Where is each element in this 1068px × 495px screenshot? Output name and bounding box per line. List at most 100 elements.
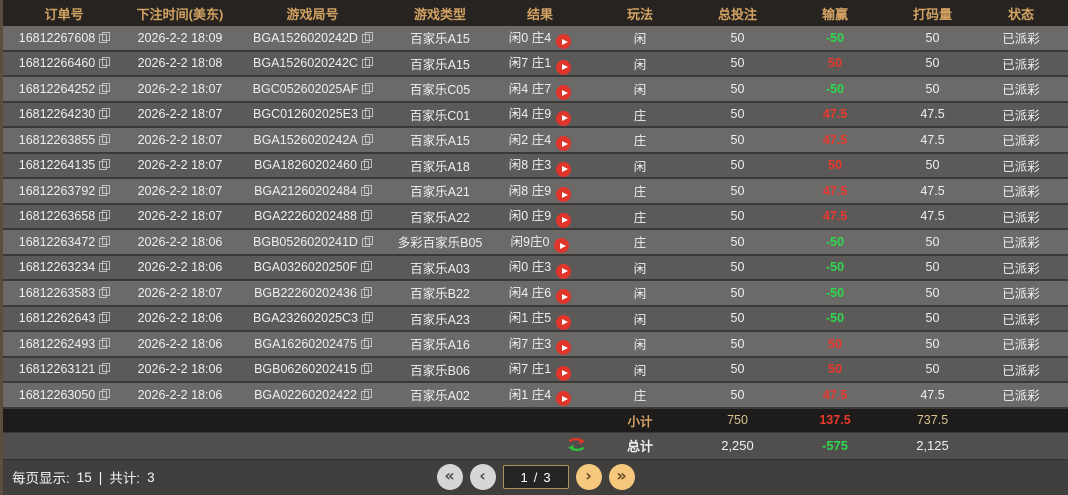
play-icon[interactable]: [556, 85, 572, 100]
copy-icon[interactable]: [361, 312, 373, 324]
play-icon[interactable]: [556, 110, 572, 126]
status-cell: 已派彩: [980, 105, 1062, 124]
table-row: 16812263472 2026-2-2 18:06 BGB0526020241…: [3, 230, 1068, 256]
order-id: 16812266460: [18, 56, 96, 71]
copy-icon[interactable]: [99, 363, 111, 375]
copy-icon[interactable]: [360, 184, 372, 196]
copy-icon[interactable]: [360, 159, 372, 171]
result-score: 闲7 庄1: [508, 56, 552, 70]
play-icon[interactable]: [556, 34, 572, 49]
play-cell: 闲: [590, 283, 690, 302]
play-icon[interactable]: [556, 289, 572, 304]
play-icon[interactable]: [556, 340, 572, 355]
game-type-cell: 百家乐A18: [390, 156, 490, 175]
win-loss: 47.5: [822, 132, 848, 147]
copy-icon[interactable]: [361, 57, 373, 69]
copy-icon[interactable]: [99, 210, 111, 222]
copy-icon[interactable]: [360, 337, 372, 349]
copy-icon[interactable]: [99, 31, 111, 43]
play-cell: 闲: [590, 309, 690, 328]
copy-icon[interactable]: [360, 286, 372, 298]
copy-icon[interactable]: [361, 31, 373, 43]
subtotal-total-bet: 750: [727, 413, 748, 427]
bet-time: 2026-2-2 18:06: [137, 234, 223, 249]
play-icon[interactable]: [556, 263, 572, 279]
play-cell: 闲: [590, 156, 690, 175]
play-icon[interactable]: [556, 365, 572, 381]
order-id-cell: 16812267608: [3, 31, 125, 45]
play-icon[interactable]: [556, 212, 572, 228]
game-type-cell: 百家乐C01: [390, 105, 490, 124]
copy-icon[interactable]: [361, 261, 373, 273]
result-score: 闲4 庄6: [508, 285, 552, 300]
game-round-cell: BGB22260202436: [235, 286, 390, 300]
copy-icon[interactable]: [360, 363, 372, 375]
bet-time: 2026-2-2 18:06: [137, 311, 223, 326]
turnover: 50: [925, 56, 940, 71]
play-icon[interactable]: [554, 238, 570, 253]
game-round-id: BGB0526020241D: [253, 234, 358, 249]
copy-icon[interactable]: [360, 388, 372, 400]
total-bet: 50: [730, 158, 745, 173]
win-loss-cell: -50: [785, 235, 885, 249]
copy-icon[interactable]: [99, 286, 111, 298]
play-icon[interactable]: [556, 161, 572, 177]
play-icon[interactable]: [556, 314, 572, 330]
copy-icon[interactable]: [99, 133, 111, 145]
copy-icon[interactable]: [99, 57, 111, 69]
page-indicator[interactable]: 1 / 3: [502, 465, 569, 490]
column-header-game-type: 游戏类型: [413, 6, 466, 22]
game-type: 百家乐A15: [410, 57, 470, 72]
status-badge: 已派彩: [1002, 134, 1040, 149]
turnover: 50: [925, 30, 940, 45]
column-header-game-round: 游戏局号: [286, 6, 339, 22]
prev-page-button[interactable]: ‹: [469, 464, 496, 491]
copy-icon[interactable]: [99, 184, 111, 196]
total-bet-cell: 50: [690, 56, 785, 70]
first-page-button[interactable]: «: [436, 464, 463, 491]
copy-icon[interactable]: [360, 210, 372, 222]
order-id: 16812263583: [18, 285, 96, 300]
copy-icon[interactable]: [99, 312, 111, 324]
order-id: 16812263050: [18, 387, 96, 402]
swap-icon[interactable]: [567, 437, 586, 455]
turnover: 47.5: [920, 209, 945, 224]
copy-icon[interactable]: [99, 235, 111, 247]
status-badge: 已派彩: [1002, 57, 1040, 72]
play-type: 闲: [633, 338, 647, 353]
play-icon[interactable]: [556, 136, 572, 151]
turnover: 50: [925, 81, 940, 96]
order-id: 16812263855: [18, 132, 96, 147]
copy-icon[interactable]: [99, 159, 111, 171]
play-icon[interactable]: [556, 391, 572, 406]
copy-icon[interactable]: [99, 261, 111, 273]
result-score: 闲0 庄9: [508, 209, 552, 223]
play-type: 庄: [633, 185, 647, 200]
copy-icon[interactable]: [99, 337, 111, 349]
copy-icon[interactable]: [99, 82, 111, 94]
copy-icon[interactable]: [99, 108, 111, 120]
total-bet: 50: [730, 209, 745, 224]
copy-icon[interactable]: [361, 108, 373, 120]
turnover-cell: 50: [885, 337, 980, 351]
order-id: 16812262493: [18, 336, 96, 351]
game-round-id: BGA16260202475: [254, 336, 357, 351]
play-icon[interactable]: [556, 59, 572, 75]
play-type: 闲: [633, 159, 647, 174]
table-row: 16812263855 2026-2-2 18:07 BGA1526020242…: [3, 128, 1068, 154]
bet-time: 2026-2-2 18:06: [137, 387, 223, 402]
turnover-cell: 50: [885, 158, 980, 172]
game-round-cell: BGA21260202484: [235, 184, 390, 198]
last-page-button[interactable]: »: [608, 464, 635, 491]
copy-icon[interactable]: [99, 388, 111, 400]
next-page-button[interactable]: ›: [575, 464, 602, 491]
play-icon[interactable]: [556, 187, 572, 202]
play-type: 庄: [633, 210, 647, 225]
order-id-cell: 16812262643: [3, 311, 125, 325]
game-round-id: BGA232602025C3: [253, 311, 358, 326]
total-bet: 50: [730, 183, 745, 198]
copy-icon[interactable]: [361, 133, 373, 145]
result-cell: 闲0 庄3: [490, 256, 590, 279]
copy-icon[interactable]: [361, 235, 373, 247]
copy-icon[interactable]: [362, 82, 374, 94]
